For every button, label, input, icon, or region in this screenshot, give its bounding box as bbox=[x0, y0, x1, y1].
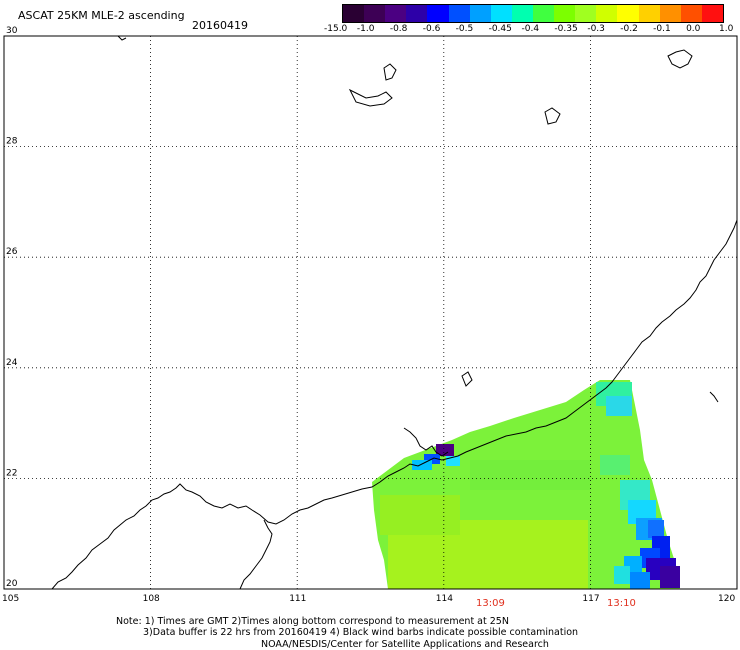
colorbar-swatch bbox=[448, 5, 470, 22]
colorbar-swatch bbox=[680, 5, 702, 22]
coastline-mainland bbox=[51, 219, 738, 590]
time-label-1: 13:09 bbox=[476, 598, 505, 609]
latitude-label: 24 bbox=[6, 358, 18, 368]
swath-cell bbox=[600, 455, 630, 475]
colorbar-swatch bbox=[659, 5, 681, 22]
time-label-2: 13:10 bbox=[607, 598, 636, 609]
island-4 bbox=[667, 49, 693, 69]
swath-cell bbox=[446, 456, 460, 466]
product-title: ASCAT 25KM MLE-2 ascending bbox=[18, 9, 185, 22]
swath-cell bbox=[614, 566, 630, 584]
latitude-label: 22 bbox=[6, 468, 17, 478]
colorbar-swatch bbox=[364, 5, 386, 22]
colorbar-label: -0.5 bbox=[455, 24, 474, 34]
swath-cell bbox=[648, 520, 664, 538]
colorbar-label: 1.0 bbox=[719, 24, 734, 34]
colorbar-label: -0.1 bbox=[653, 24, 671, 34]
longitude-label: 114 bbox=[436, 594, 453, 604]
colorbar-swatch bbox=[596, 5, 618, 22]
island-2 bbox=[348, 88, 393, 107]
latitude-label: 30 bbox=[6, 26, 18, 36]
colorbar-label: -0.6 bbox=[422, 24, 441, 34]
colorbar-label: 0.0 bbox=[686, 24, 701, 34]
colorbar-swatch bbox=[701, 5, 723, 22]
colorbar-label: -0.45 bbox=[488, 24, 512, 34]
colorbar-swatch bbox=[575, 5, 597, 22]
colorbar-swatch bbox=[554, 5, 576, 22]
island-5 bbox=[461, 371, 473, 387]
swath-cell bbox=[380, 495, 460, 535]
colorbar-swatch bbox=[638, 5, 660, 22]
leizhou-hainan-coast bbox=[239, 519, 273, 590]
map-frame bbox=[3, 35, 738, 590]
footer-credit: NOAA/NESDIS/Center for Satellite Applica… bbox=[261, 639, 549, 650]
longitude-label: 105 bbox=[2, 594, 19, 604]
colorbar bbox=[342, 4, 724, 23]
latitude-label: 28 bbox=[6, 137, 18, 147]
colorbar-label: -0.4 bbox=[521, 24, 540, 34]
swath-cell bbox=[470, 460, 590, 490]
latitude-label: 26 bbox=[6, 247, 18, 257]
longitude-label: 120 bbox=[718, 594, 735, 604]
longitude-label: 117 bbox=[582, 594, 599, 604]
footer-note-1: Note: 1) Times are GMT 2)Times along bot… bbox=[116, 616, 509, 627]
colorbar-swatch bbox=[427, 5, 449, 22]
data-swath bbox=[372, 380, 680, 589]
colorbar-swatch bbox=[617, 5, 639, 22]
swath-cell bbox=[630, 572, 650, 589]
colorbar-swatch bbox=[406, 5, 428, 22]
axis-tick-labels: 30 28 26 24 22 20 105 108 111 114 117 120 bbox=[2, 26, 735, 604]
footer-note-2: 3)Data buffer is 22 hrs from 20160419 4)… bbox=[143, 627, 579, 638]
longitude-label: 108 bbox=[143, 594, 160, 604]
colorbar-label: -15.0 bbox=[324, 24, 348, 34]
colorbar-swatch bbox=[490, 5, 512, 22]
colorbar-swatch bbox=[532, 5, 555, 22]
colorbar-label: -0.8 bbox=[389, 24, 408, 34]
product-date: 20160419 bbox=[192, 19, 248, 32]
latitude-label: 20 bbox=[6, 579, 18, 589]
colorbar-label: -0.2 bbox=[620, 24, 638, 34]
island-3 bbox=[544, 107, 561, 125]
swath-cell bbox=[606, 396, 632, 416]
colorbar-swatch bbox=[385, 5, 407, 22]
swath-cell bbox=[660, 566, 680, 588]
colorbar-swatch bbox=[511, 5, 533, 22]
longitude-label: 111 bbox=[289, 594, 306, 604]
pearl-river-islands bbox=[403, 427, 449, 457]
colorbar-swatch bbox=[469, 5, 491, 22]
colorbar-swatch bbox=[343, 5, 365, 22]
colorbar-label: -1.0 bbox=[356, 24, 375, 34]
colorbar-label: -0.35 bbox=[554, 24, 578, 34]
colorbar-label: -0.3 bbox=[587, 24, 605, 34]
taiwan-coast-fragment bbox=[709, 391, 719, 403]
swath-cell bbox=[436, 444, 454, 456]
island-6 bbox=[117, 35, 127, 41]
swath-cell bbox=[412, 460, 432, 470]
island-1 bbox=[383, 63, 397, 81]
coastline bbox=[51, 35, 738, 590]
